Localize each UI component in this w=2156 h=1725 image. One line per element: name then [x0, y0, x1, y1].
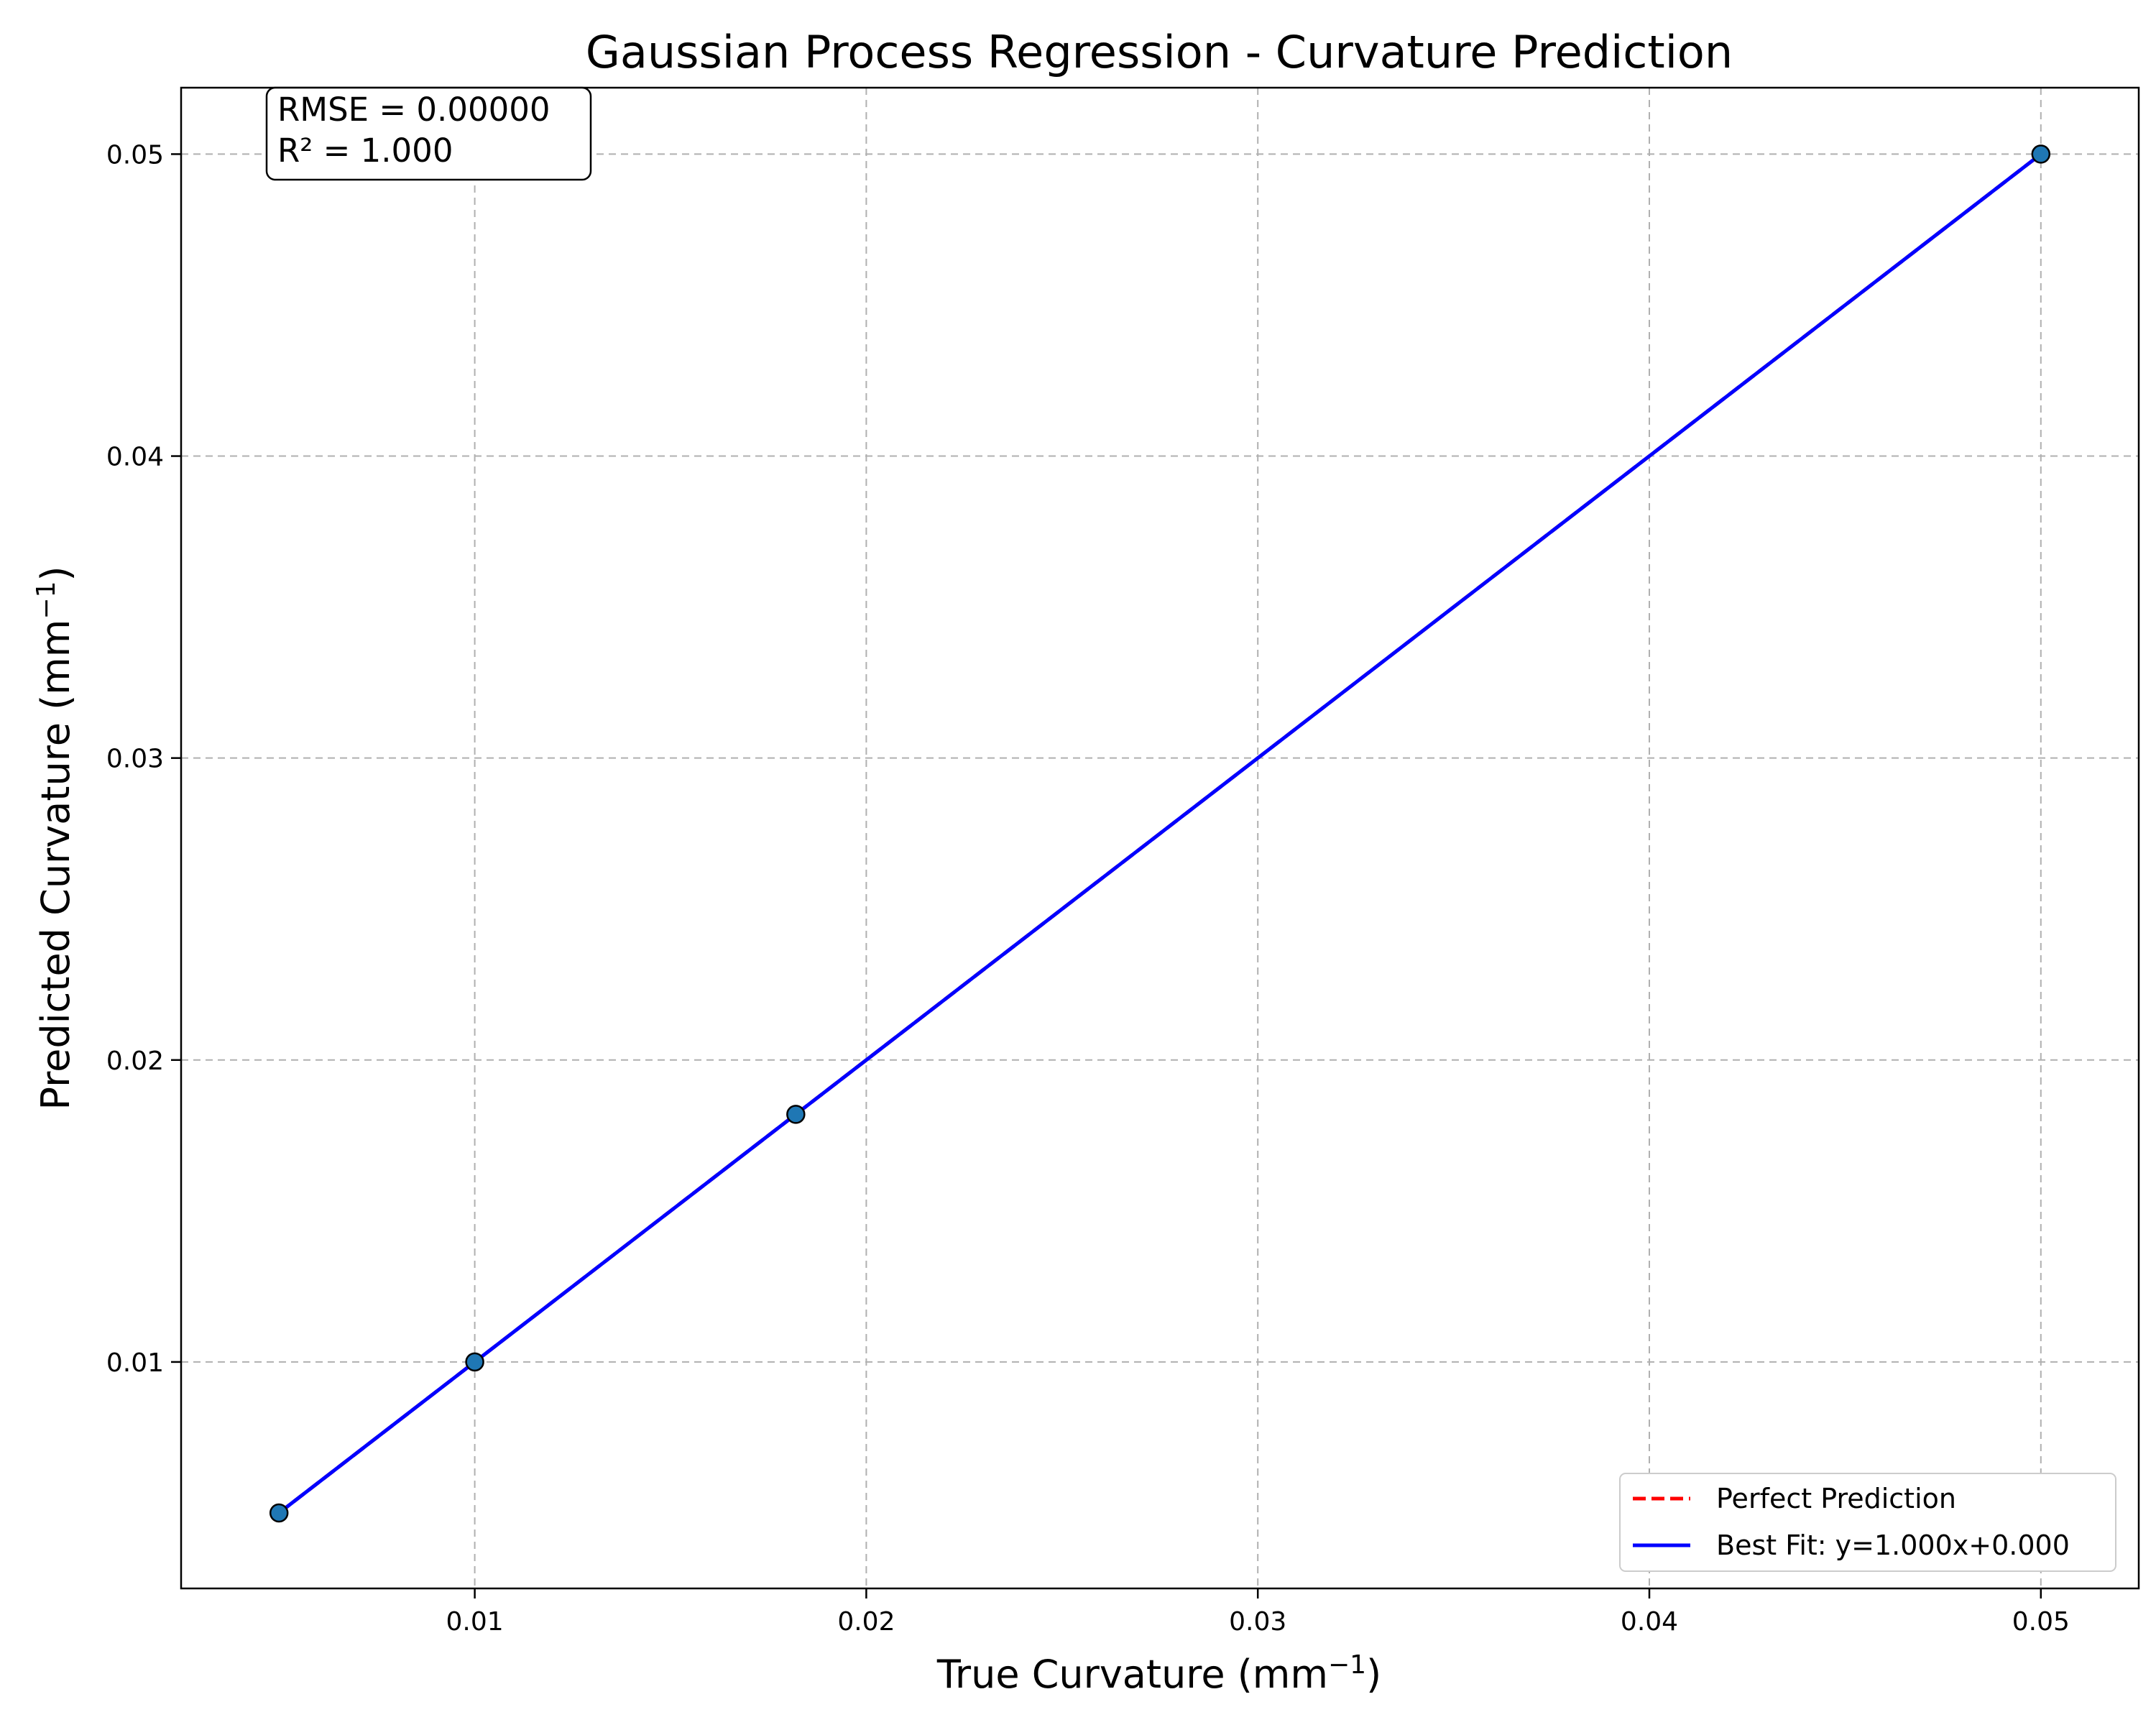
y-tick-label: 0.03 — [106, 745, 164, 774]
y-axis-label-main: Predicted Curvature (mm — [33, 620, 78, 1110]
legend-label-perfect-prediction: Perfect Prediction — [1716, 1483, 1956, 1514]
plot-frame — [180, 86, 2140, 1590]
x-axis-ticks: 0.01 0.02 0.03 0.04 0.05 — [446, 1588, 2070, 1637]
y-axis-ticks: 0.01 0.02 0.03 0.04 0.05 — [106, 140, 181, 1378]
x-axis-label-close: ) — [1366, 1652, 1381, 1697]
x-tick-label: 0.02 — [837, 1607, 895, 1637]
x-tick-label: 0.05 — [2012, 1607, 2070, 1637]
legend-label-best-fit: Best Fit: y=1.000x+0.000 — [1716, 1530, 2070, 1561]
x-tick-label: 0.03 — [1229, 1607, 1286, 1637]
x-axis-label-superscript: −1 — [1328, 1650, 1366, 1680]
y-tick-label: 0.02 — [106, 1046, 164, 1076]
y-axis-label-superscript: −1 — [32, 581, 61, 620]
y-axis-label: Predicted Curvature (mm−1) — [32, 566, 78, 1110]
y-tick-label: 0.01 — [106, 1348, 164, 1378]
series-lines — [277, 152, 2042, 1514]
legend: Perfect Prediction Best Fit: y=1.000x+0.… — [1619, 1473, 2116, 1572]
scatter-points — [269, 144, 2051, 1523]
y-tick-label: 0.04 — [106, 443, 164, 472]
metrics-annotation-box: RMSE = 0.00000 R² = 1.000 — [265, 86, 592, 181]
data-point — [2031, 144, 2051, 164]
x-tick-label: 0.01 — [446, 1607, 504, 1637]
y-axis-label-close: ) — [33, 566, 78, 581]
data-point — [269, 1503, 289, 1523]
annotation-rmse: RMSE = 0.00000 — [277, 91, 550, 129]
grid-lines — [181, 88, 2139, 1588]
x-axis-label-main: True Curvature (mm — [936, 1652, 1328, 1697]
annotation-frame — [265, 86, 592, 181]
data-point — [465, 1352, 484, 1372]
y-tick-label: 0.05 — [106, 140, 164, 170]
chart-title: Gaussian Process Regression - Curvature … — [586, 26, 1733, 78]
x-axis-label: True Curvature (mm−1) — [936, 1650, 1381, 1697]
annotation-r2: R² = 1.000 — [277, 132, 453, 170]
legend-frame — [1619, 1473, 2116, 1572]
x-tick-label: 0.04 — [1621, 1607, 1678, 1637]
data-point — [786, 1105, 806, 1124]
best-fit-line — [277, 152, 2042, 1514]
